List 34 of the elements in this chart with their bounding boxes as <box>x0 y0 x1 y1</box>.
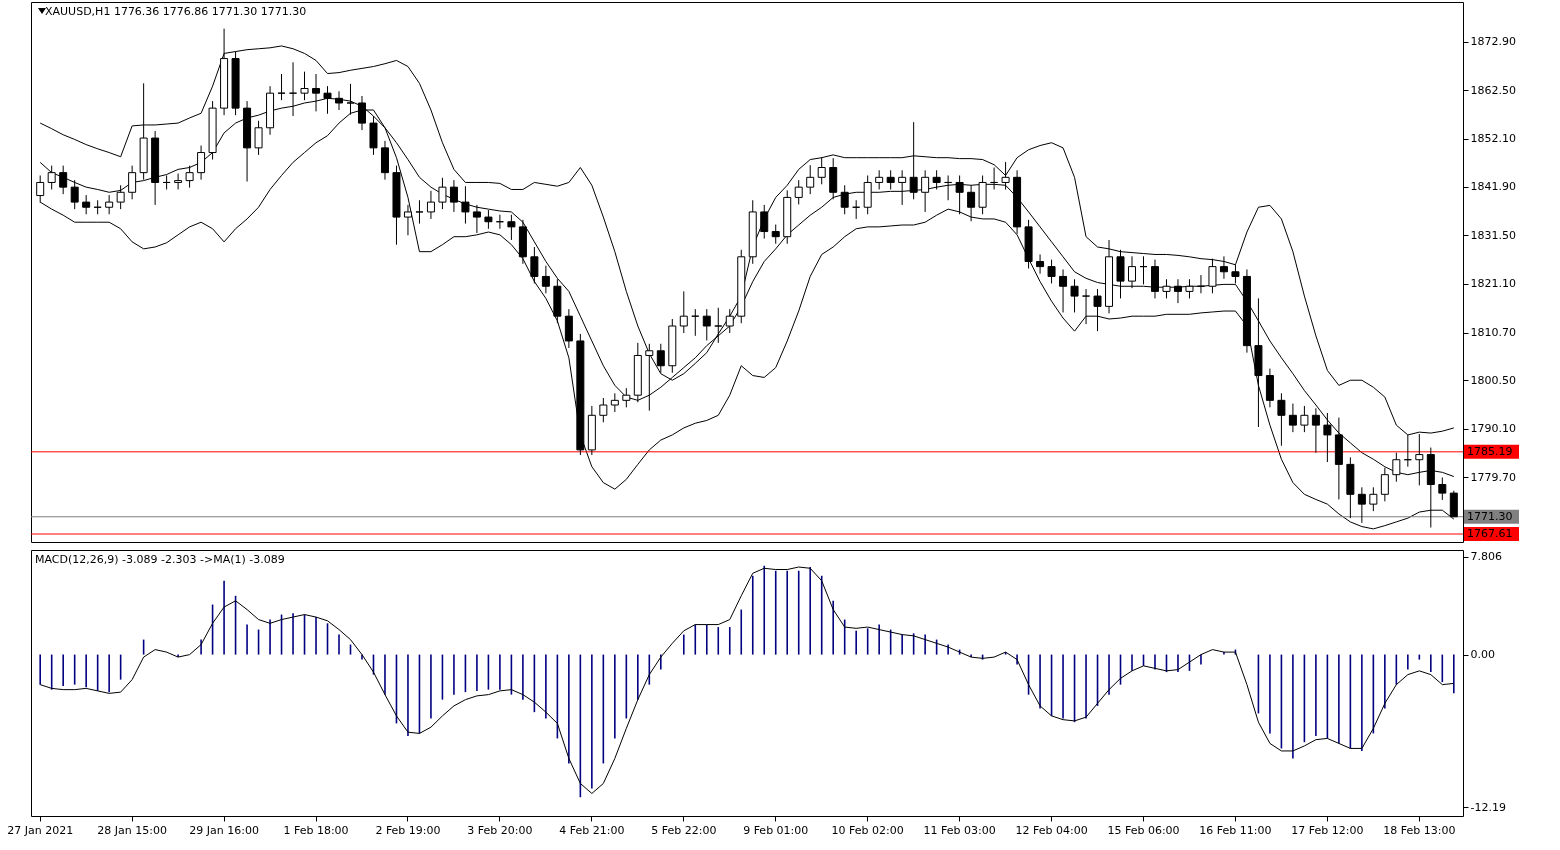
chart-title: MACD(12,26,9) -3.089 -2.303 ->MA(1) -3.089 <box>35 553 285 566</box>
x-tick-label: 2 Feb 19:00 <box>375 823 441 837</box>
x-tick-label: 1 Feb 18:00 <box>283 823 349 837</box>
x-tick-label: 12 Feb 04:00 <box>1015 823 1088 837</box>
y-tick-label: 1872.90 <box>1470 35 1516 49</box>
x-tick-label: 16 Feb 11:00 <box>1199 823 1272 837</box>
ref-line-label: 1771.30 <box>1467 509 1513 523</box>
x-tick-label: 17 Feb 12:00 <box>1291 823 1364 837</box>
y-tick-label: 1800.50 <box>1470 373 1516 387</box>
y-tick-label: 1790.10 <box>1470 422 1516 436</box>
x-tick-label: 4 Feb 21:00 <box>559 823 625 837</box>
y-tick-label: 0.00 <box>1470 648 1495 662</box>
x-tick-label: 15 Feb 06:00 <box>1107 823 1180 837</box>
x-tick-label: 9 Feb 01:00 <box>743 823 809 837</box>
x-tick-label: 28 Jan 15:00 <box>97 823 167 837</box>
ref-line-label: 1767.61 <box>1467 527 1513 541</box>
x-tick-label: 11 Feb 03:00 <box>923 823 996 837</box>
y-tick-label: 1779.70 <box>1470 470 1516 484</box>
y-tick-label: -12.19 <box>1470 800 1506 814</box>
x-tick-label: 3 Feb 20:00 <box>467 823 533 837</box>
y-tick-label: 1862.50 <box>1470 83 1516 97</box>
y-tick-label: 1831.50 <box>1470 228 1516 242</box>
x-tick-label: 27 Jan 2021 <box>7 823 74 837</box>
x-tick-label: 10 Feb 02:00 <box>831 823 904 837</box>
y-tick-label: 1841.90 <box>1470 180 1516 194</box>
x-tick-label: 29 Jan 16:00 <box>189 823 259 837</box>
y-tick-label: 7.806 <box>1470 550 1502 564</box>
x-tick-label: 18 Feb 13:00 <box>1383 823 1456 837</box>
y-tick-label: 1810.70 <box>1470 326 1516 340</box>
ref-line-label: 1785.19 <box>1467 444 1513 458</box>
chart-title: XAUUSD,H1 1776.36 1776.86 1771.30 1771.30 <box>45 5 307 18</box>
y-tick-label: 1821.10 <box>1470 277 1516 291</box>
y-tick-label: 1852.10 <box>1470 132 1516 146</box>
x-tick-label: 5 Feb 22:00 <box>651 823 717 837</box>
